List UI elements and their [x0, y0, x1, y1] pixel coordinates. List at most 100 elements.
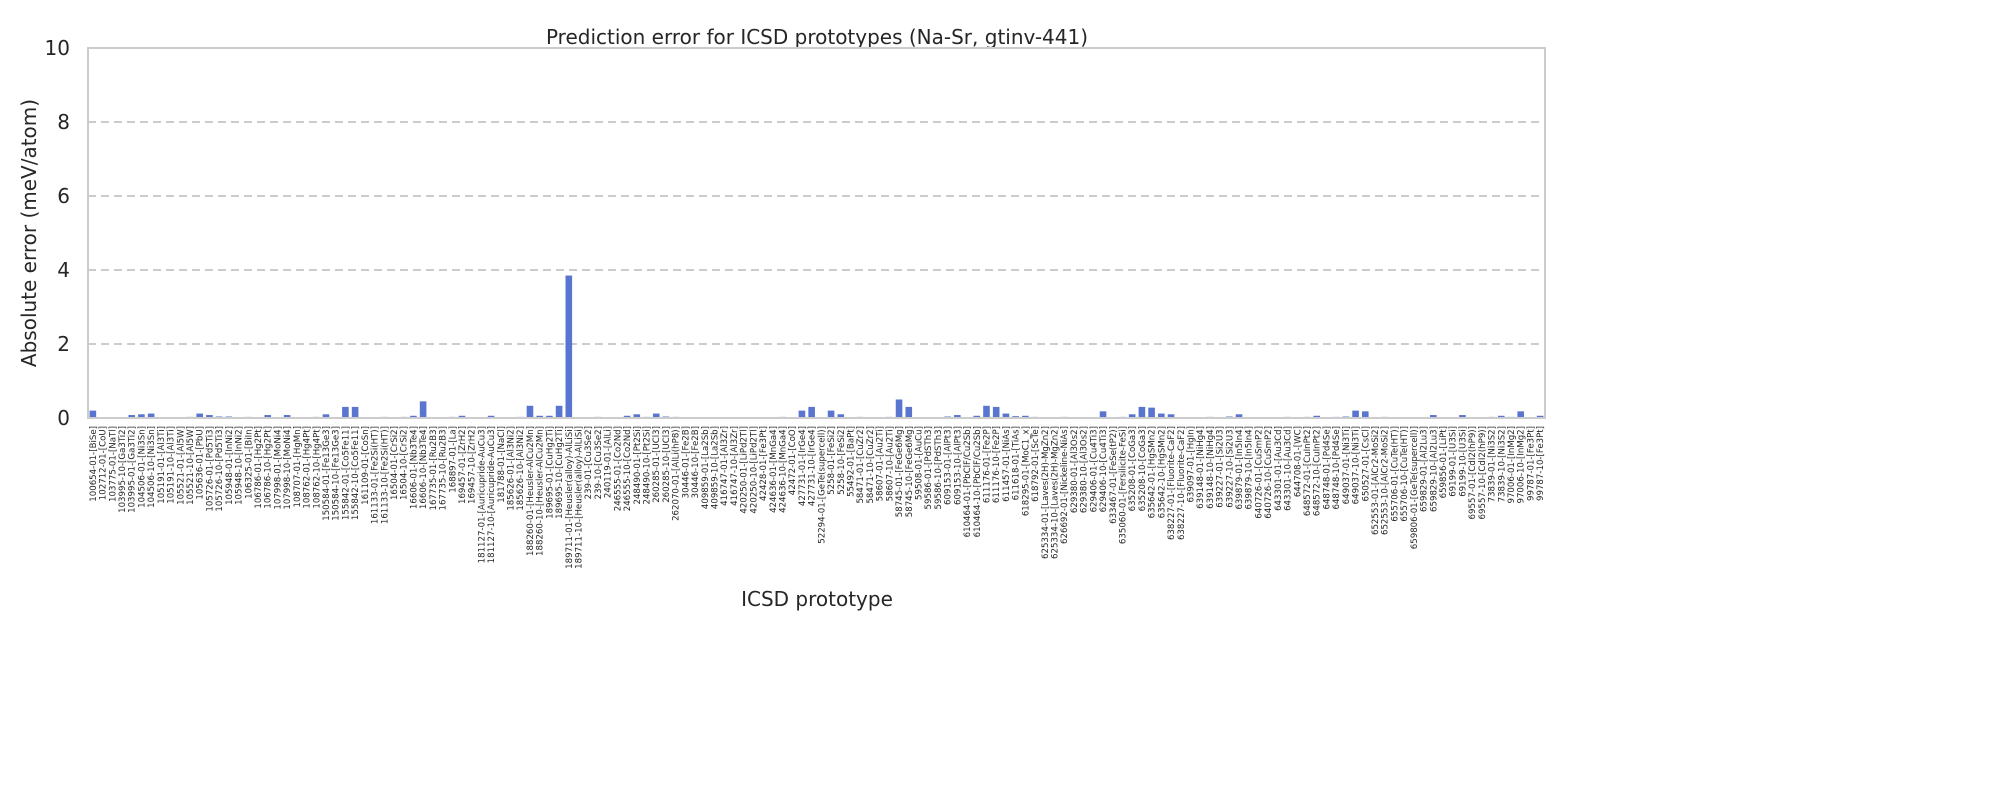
bar	[1148, 407, 1155, 418]
bar	[565, 275, 573, 418]
bar	[1167, 414, 1175, 418]
y-tick-label: 4	[57, 258, 70, 282]
bar	[196, 413, 204, 418]
bar	[128, 415, 136, 418]
y-tick-label: 8	[57, 110, 70, 134]
bar	[546, 415, 553, 418]
bar	[1536, 415, 1544, 418]
bar	[1459, 415, 1466, 418]
x-tick-label: 248490-10-[Pt2Si]	[643, 426, 653, 505]
bar	[992, 406, 1000, 418]
x-tick-label: 105948-01-[InNi2]	[225, 426, 235, 505]
x-tick-label: 69199-01-[U3Si]	[1449, 426, 1459, 497]
x-tick-label: 104506-10-[Ni3Sn]	[147, 426, 157, 508]
x-tick-label: 648572-10-[CuInPt2]	[1313, 426, 1323, 516]
y-tick-label: 0	[57, 406, 70, 430]
x-tick-label: 639227-10-[Si2U3]	[1225, 426, 1235, 508]
x-tick-label: 639879-10-[In5In4]	[1245, 426, 1255, 510]
x-tick-label: 652553-01-[AlCr2-MoSi2]	[1371, 426, 1381, 535]
x-tick-label: 633467-01-[FeSe(tP2)]	[1109, 426, 1119, 524]
bar	[410, 415, 417, 418]
x-tick-label: 108762-10-[Hg4Pt]	[312, 426, 322, 509]
x-tick-label: 181127-10-[Auricupride-AuCu3]	[487, 426, 497, 563]
x-tick-label: 189695-10-[CuHg2Ti]	[555, 426, 565, 519]
x-tick-label: 55492-01-[BaPt]	[846, 426, 856, 497]
x-tick-label: 635060-01-[Fersilicite-FeSi]	[1118, 426, 1128, 544]
x-tick-label: 649037-01-[Ni3Ti]	[1342, 426, 1352, 504]
x-tick-label: 105726-01-[Pd5Ti3]	[205, 426, 215, 512]
x-tick-label: 59508-01-[AuCu]	[914, 426, 924, 500]
bar	[1158, 413, 1165, 418]
x-tick-label: 409859-01-[La2Sb]	[701, 426, 711, 509]
x-tick-label: 42428-01-[Fe3Pt]	[759, 426, 769, 501]
x-tick-label: 106786-10-[Hg2Pt]	[264, 426, 274, 509]
bar	[1002, 413, 1010, 418]
x-tick-label: 58607-01-[Au2Ti]	[876, 426, 886, 501]
x-tick-label: 648572-01-[CuInPt2]	[1303, 426, 1313, 516]
x-tick-label: 69557-01-[CdI2(hP9)]	[1468, 426, 1478, 519]
bar	[837, 414, 845, 418]
x-tick-label: 639148-01-[NiHg4]	[1196, 426, 1206, 509]
x-tick-label: 640726-10-[CuSmP2]	[1264, 426, 1274, 519]
x-tick-label: 629380-01-[Al3Os2]	[1070, 426, 1080, 513]
x-tick-label: 100654-01-[BiSe]	[89, 426, 99, 502]
bar	[652, 413, 660, 418]
x-tick-label: 611176-01-[Fe2P]	[982, 426, 992, 503]
x-tick-label: 240119-01-[AlLi]	[604, 426, 614, 498]
x-tick-label: 652553-10-[AlCr2-MoSi2]	[1381, 426, 1391, 535]
x-tick-label: 659829-01-[Al2Lu3]	[1420, 426, 1430, 512]
x-tick-label: 97006-01-[InMg2]	[1507, 426, 1517, 504]
bar	[342, 406, 349, 418]
x-tick-label: 648748-01-[Pd4Se]	[1322, 426, 1332, 510]
x-tick-label: 189711-01-[Heusler(alloy)-AlLiSi]	[565, 426, 575, 569]
bar	[1429, 415, 1437, 418]
x-tick-label: 625334-01-[Laves(2H)-MgZn2]	[1041, 426, 1051, 559]
x-tick-label: 5258-01-[FeSi2]	[827, 426, 837, 495]
x-tick-label: 5258-10-[FeSi2]	[837, 426, 847, 495]
x-tick-label: 609153-10-[AlPt3]	[953, 426, 963, 505]
x-tick-label: 168897-01-[La]	[448, 426, 458, 493]
x-tick-label: 155842-10-[Co5Fe11]	[351, 426, 361, 520]
x-tick-label: 59586-01-[PdSTh3]	[924, 426, 934, 509]
bar	[322, 414, 330, 418]
x-tick-label: 424636-10-[MnGa4]	[779, 426, 789, 513]
bar	[808, 406, 815, 418]
x-tick-label: 239-10-[Cu3Se2]	[594, 426, 604, 499]
x-tick-label: 150584-10-[Fe13Ge3]	[332, 426, 342, 521]
x-tick-label: 103995-01-[Ga3Ti2]	[128, 426, 138, 513]
x-tick-label: 150584-01-[Fe13Ge3]	[322, 426, 332, 521]
x-tick-label: 155842-01-[Co5Fe11]	[341, 426, 351, 520]
x-tick-label: 639097-01-[HgIn]	[1186, 426, 1196, 503]
x-tick-label: 181788-01-[NaCl]	[497, 426, 507, 503]
x-tick-label: 427731-01-[IrGe4]	[798, 426, 808, 506]
bar	[798, 410, 806, 418]
chart-title: Prediction error for ICSD prototypes (Na…	[546, 25, 1088, 49]
x-tick-label: 105726-10-[Pd5Ti3]	[215, 426, 225, 512]
y-axis-label: Absolute error (meV/atom)	[17, 99, 41, 367]
x-tick-label: 629406-10-[Cu4Ti3]	[1099, 426, 1109, 512]
x-tick-label: 58745-01-[FeGe6Mg]	[895, 426, 905, 517]
bar	[89, 410, 97, 418]
x-tick-label: 611457-01-[NiAs]	[1002, 426, 1012, 502]
x-tick-label: 625334-10-[Laves(2H)-MgZn2]	[1050, 426, 1060, 559]
bar	[138, 414, 145, 418]
bar	[351, 406, 359, 418]
x-tick-label: 618295-01-[MoC1_x]	[1021, 426, 1031, 516]
y-tick-label: 6	[57, 184, 70, 208]
x-tick-label: 611618-01-[TiAs]	[1012, 426, 1022, 500]
bar	[633, 414, 641, 418]
bar	[1235, 414, 1243, 418]
bar	[954, 415, 961, 418]
x-tick-label: 105521-10-[Al5W]	[186, 426, 196, 505]
x-tick-label: 73839-10-[Ni3S2]	[1497, 426, 1507, 502]
x-tick-label: 635208-01-[CoGa3]	[1128, 426, 1138, 511]
x-tick-label: 626692-01-[Nickeline-NiAs]	[1060, 426, 1070, 544]
bar	[458, 415, 466, 418]
x-tick-label: 58471-10-[CuZr2]	[866, 426, 876, 504]
bar	[623, 415, 631, 418]
x-tick-label: 609153-01-[AlPt3]	[944, 426, 954, 505]
x-tick-label: 420250-10-[LiPd2Tl]	[749, 426, 759, 514]
x-tick-label: 185626-10-[Al3Ni2]	[516, 426, 526, 511]
x-tick-label: 103995-10-[Ga3Ti2]	[118, 426, 128, 513]
